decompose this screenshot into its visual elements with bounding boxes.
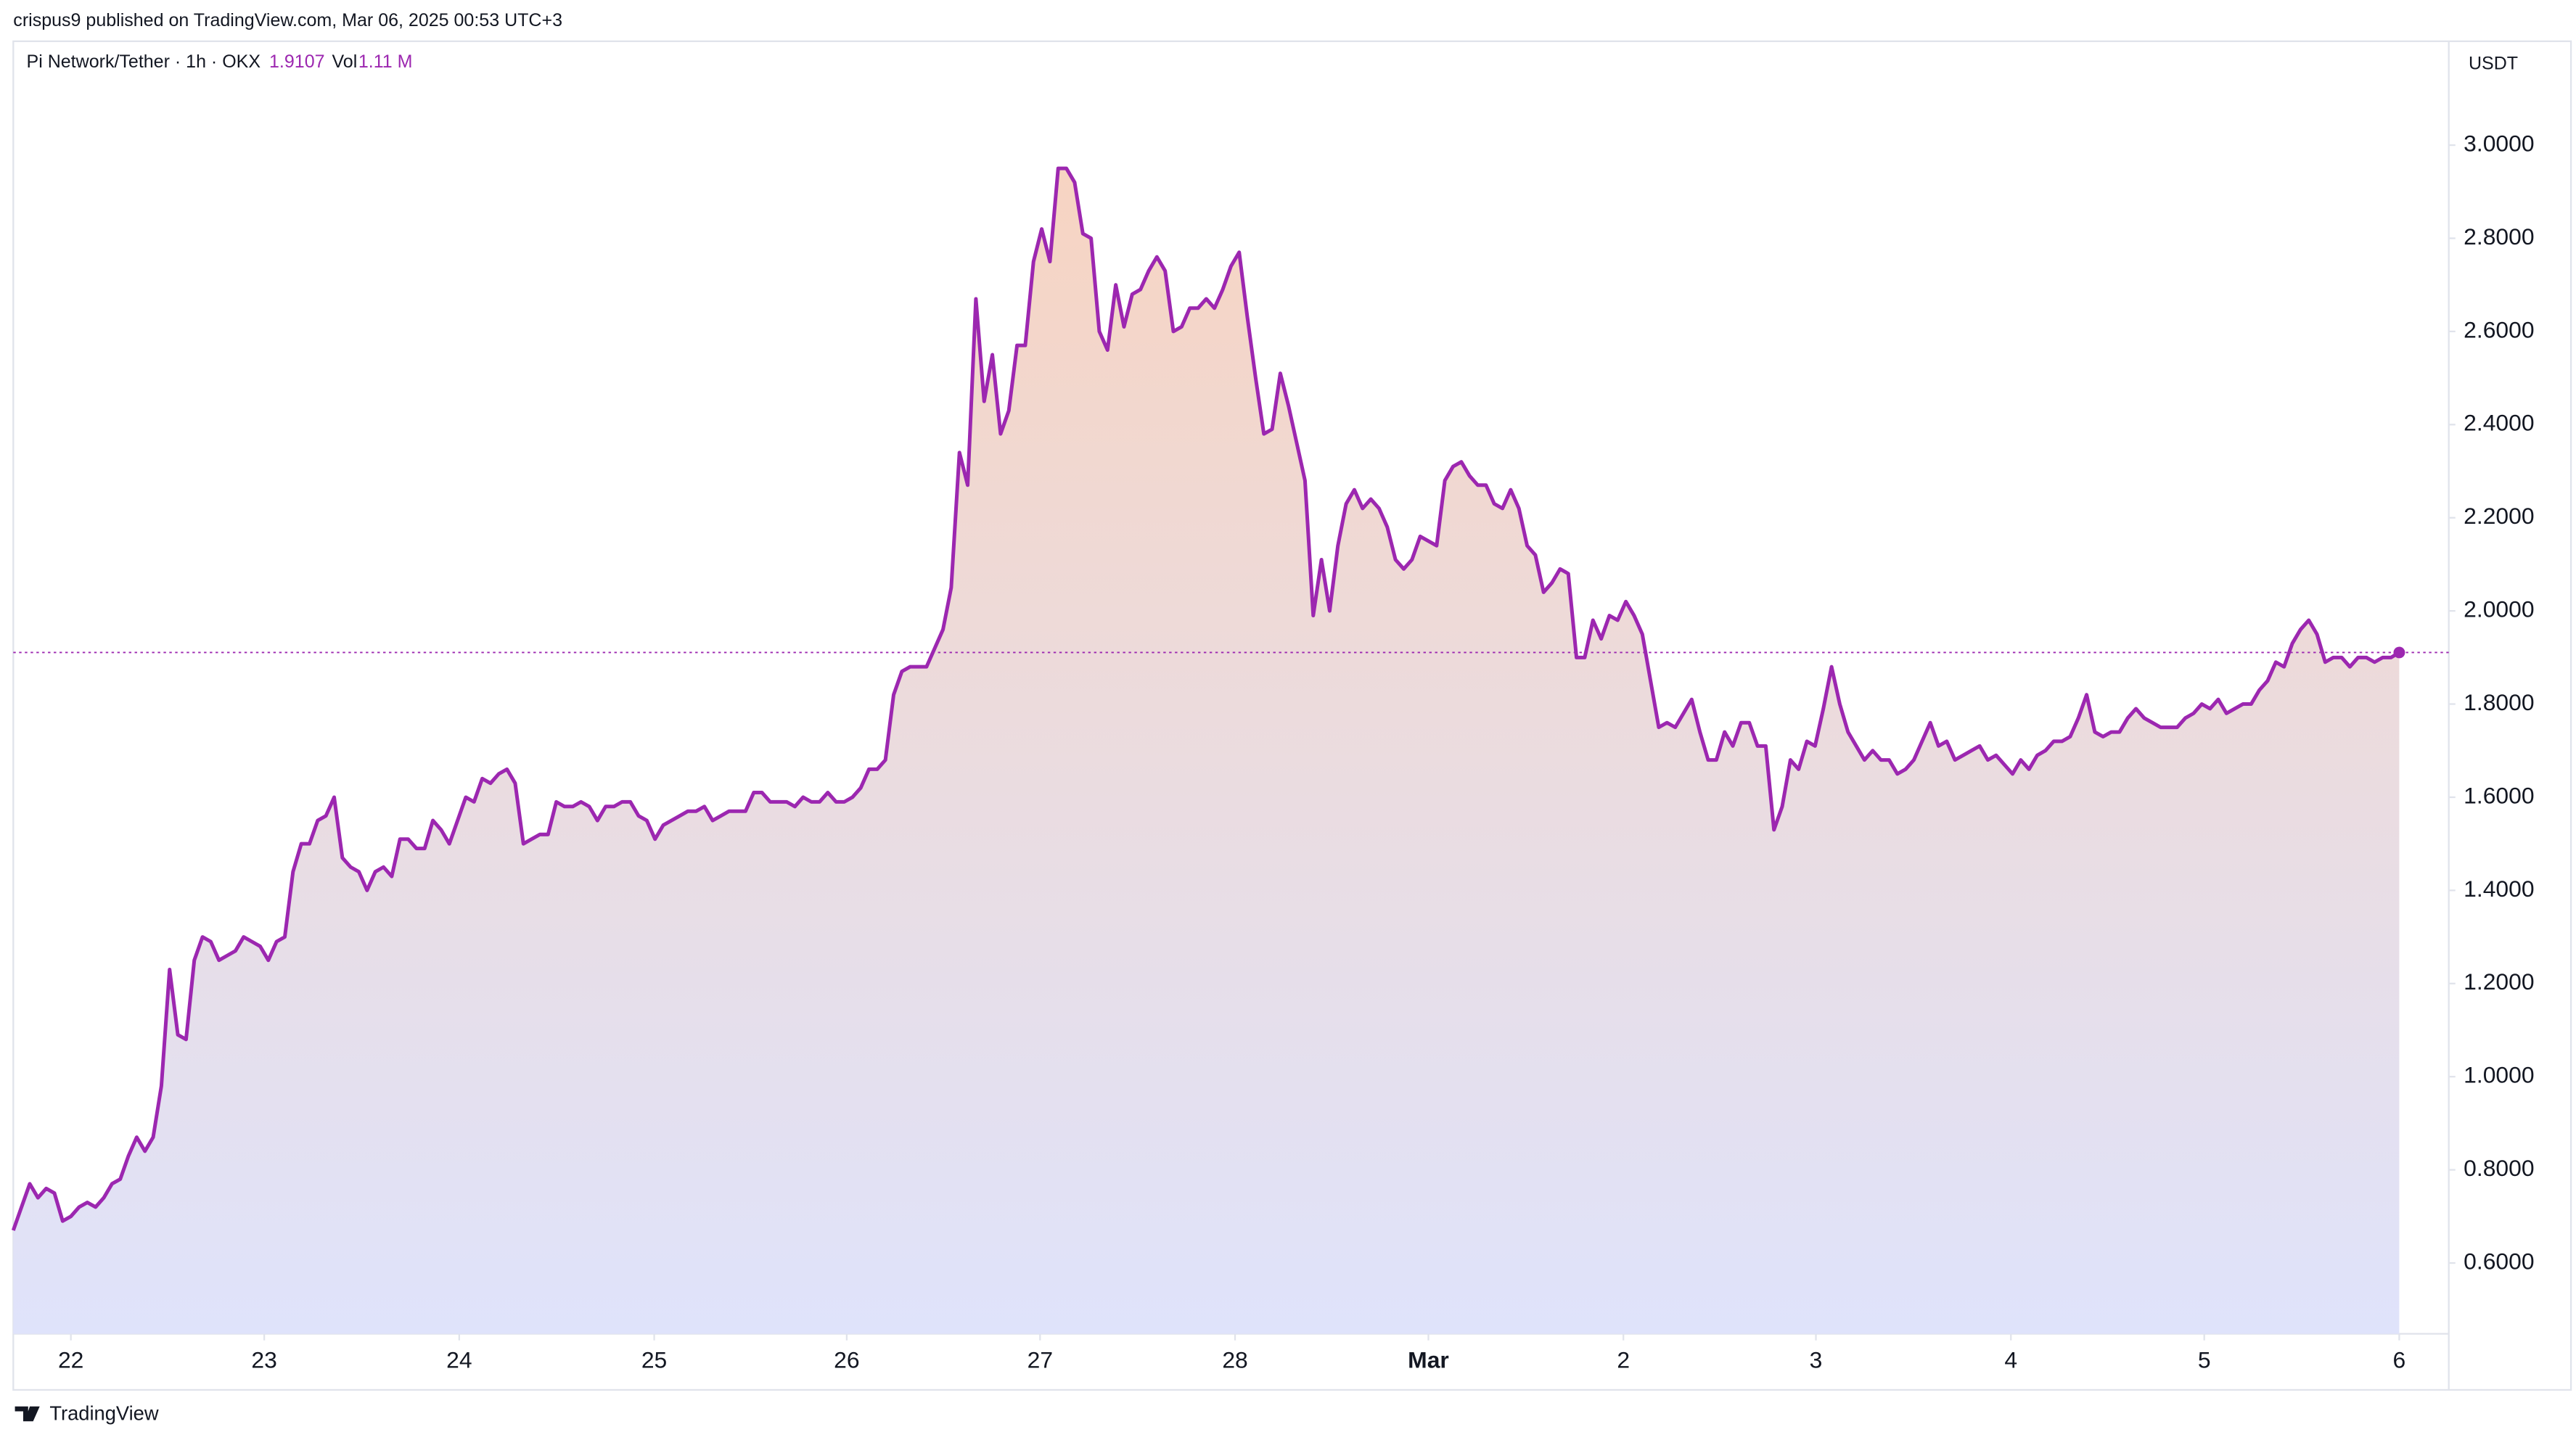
x-tick-label: 24 xyxy=(446,1347,472,1373)
x-tick-label: 25 xyxy=(641,1347,667,1373)
y-tick-label: 2.8000 xyxy=(2464,223,2534,250)
y-tick-label: 2.0000 xyxy=(2464,596,2534,622)
y-tick-label: 2.4000 xyxy=(2464,410,2534,436)
y-tick-label: 2.2000 xyxy=(2464,503,2534,529)
publish-header: crispus9 published on TradingView.com, M… xyxy=(13,10,562,30)
y-tick-label: 0.6000 xyxy=(2464,1248,2534,1274)
x-tick-label: 2 xyxy=(1617,1347,1630,1373)
x-tick-label: 26 xyxy=(834,1347,859,1373)
price-area xyxy=(13,168,2400,1334)
footer-brand: TradingView xyxy=(49,1402,158,1424)
x-tick-label: 23 xyxy=(251,1347,276,1373)
currency-label: USDT xyxy=(2469,53,2518,73)
last-point xyxy=(2393,646,2405,659)
y-tick-label: 1.6000 xyxy=(2464,782,2534,808)
y-tick-label: 1.4000 xyxy=(2464,876,2534,902)
last-price-legend: 1.9107 xyxy=(269,52,325,72)
y-tick-label: 0.8000 xyxy=(2464,1155,2534,1181)
x-tick-label: 27 xyxy=(1027,1347,1053,1373)
volume-value: 1.11 M xyxy=(358,52,413,72)
y-tick-label: 2.6000 xyxy=(2464,316,2534,342)
y-tick-label: 3.0000 xyxy=(2464,130,2534,156)
tradingview-logo xyxy=(15,1406,40,1422)
symbol-legend: Pi Network/Tether · 1h · OKX xyxy=(27,52,261,72)
price-line xyxy=(11,166,2400,1231)
y-tick-label: 1.2000 xyxy=(2464,968,2534,995)
x-tick-label: 6 xyxy=(2393,1347,2406,1373)
y-tick-label: 1.8000 xyxy=(2464,689,2534,715)
x-tick-label: 3 xyxy=(1810,1347,1823,1373)
logo-icon xyxy=(15,1406,40,1422)
chart-frame xyxy=(12,40,2572,1391)
y-tick-label: 1.0000 xyxy=(2464,1062,2534,1088)
x-tick-label: 22 xyxy=(58,1347,83,1373)
x-tick-label: 4 xyxy=(2004,1347,2017,1373)
volume-label: Vol xyxy=(332,52,357,72)
x-tick-label: 28 xyxy=(1222,1347,1247,1373)
x-tick-label: 5 xyxy=(2198,1347,2211,1373)
x-tick-label: Mar xyxy=(1408,1347,1449,1373)
